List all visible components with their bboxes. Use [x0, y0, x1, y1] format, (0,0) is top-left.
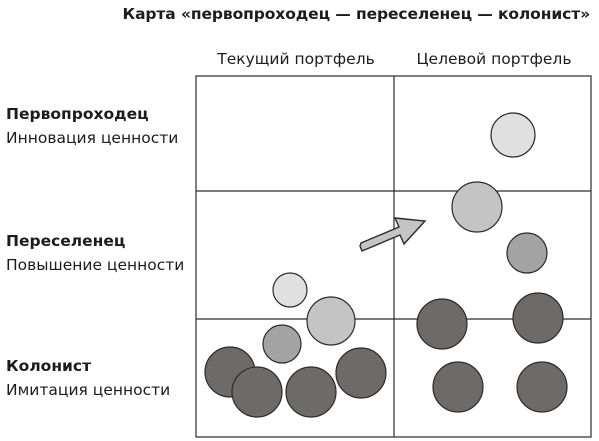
- row-label-migrator: Переселенец Повышение ценности: [6, 229, 184, 277]
- current-settler-circle-3: [285, 366, 337, 418]
- row-migrator-description: Повышение ценности: [6, 256, 185, 274]
- target-settler-circle-2: [512, 292, 564, 344]
- current-migrator-circle: [262, 324, 302, 364]
- map-title: Карта «первопроходец — переселенец — кол…: [122, 5, 591, 23]
- target-migrator-circle-light: [451, 181, 503, 233]
- row-settler-name: Колонист: [6, 357, 92, 375]
- current-pioneer-circle: [272, 272, 308, 308]
- column-header-current: Текущий портфель: [217, 50, 375, 68]
- current-settler-circle-2: [231, 366, 283, 418]
- target-pioneer-circle: [490, 112, 536, 158]
- row-label-pioneer: Первопроходец Инновация ценности: [6, 102, 178, 150]
- grid-lines: [195, 75, 592, 438]
- target-settler-circle-3: [432, 361, 484, 413]
- row-migrator-name: Переселенец: [6, 232, 126, 250]
- current-migrator-circle-light: [306, 296, 356, 346]
- current-settler-circle-4: [335, 347, 387, 399]
- target-settler-circle-4: [516, 361, 568, 413]
- column-header-target: Целевой портфель: [416, 50, 572, 68]
- row-settler-description: Имитация ценности: [6, 381, 171, 399]
- shift-arrow-icon: [359, 217, 427, 252]
- target-settler-circle-1: [416, 298, 468, 350]
- row-pioneer-name: Первопроходец: [6, 105, 149, 123]
- row-label-settler: Колонист Имитация ценности: [6, 354, 170, 402]
- row-pioneer-description: Инновация ценности: [6, 129, 179, 147]
- target-migrator-circle: [506, 232, 548, 274]
